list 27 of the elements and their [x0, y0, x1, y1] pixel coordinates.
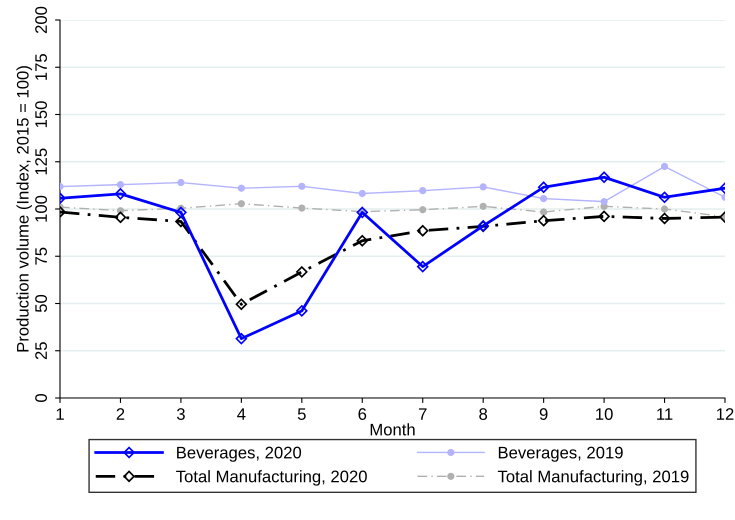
x-tick-label: 7	[418, 408, 427, 420]
y-axis-title: Production volume (Index, 2015 = 100)	[16, 66, 32, 352]
y-tick-label: 0	[35, 394, 47, 402]
x-axis-title: Month	[370, 423, 415, 436]
y-tick-label: 150	[35, 101, 47, 128]
x-tick-label: 6	[358, 408, 366, 420]
y-tick-label: 200	[35, 6, 47, 34]
x-tick-label: 4	[237, 408, 246, 420]
y-tick-label: 175	[35, 54, 47, 80]
legend-label: Beverages, 2020	[177, 446, 302, 462]
x-tick-label: 12	[717, 408, 734, 420]
legend-label: Beverages, 2019	[498, 446, 623, 462]
y-tick-label: 50	[35, 294, 47, 312]
x-tick-label: 2	[116, 408, 124, 420]
y-tick-label: 25	[35, 342, 47, 360]
x-tick-label: 8	[479, 408, 488, 420]
y-tick-label: 100	[35, 196, 47, 222]
x-tick-label: 1	[56, 408, 64, 420]
x-tick-label: 3	[176, 408, 185, 420]
legend-label: Total Manufacturing, 2019	[498, 470, 688, 486]
y-tick-label: 75	[35, 248, 47, 265]
legend-label: Total Manufacturing, 2020	[176, 470, 367, 486]
x-tick-label: 11	[657, 408, 672, 420]
x-tick-label: 10	[596, 408, 613, 420]
x-tick-label: 9	[540, 408, 548, 420]
y-tick-label: 125	[35, 148, 47, 174]
x-tick-label: 5	[298, 408, 306, 420]
